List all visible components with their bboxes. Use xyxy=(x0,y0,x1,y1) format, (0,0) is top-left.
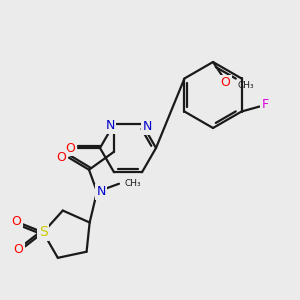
Text: CH₃: CH₃ xyxy=(237,80,253,89)
Text: O: O xyxy=(220,76,230,89)
Text: O: O xyxy=(56,151,66,164)
Text: N: N xyxy=(105,119,115,132)
Text: F: F xyxy=(262,98,269,111)
Text: O: O xyxy=(13,243,23,256)
Text: N: N xyxy=(142,120,152,133)
Text: S: S xyxy=(39,225,47,239)
Text: N: N xyxy=(96,185,106,198)
Text: O: O xyxy=(65,142,75,154)
Text: O: O xyxy=(11,215,21,228)
Text: CH₃: CH₃ xyxy=(125,179,142,188)
